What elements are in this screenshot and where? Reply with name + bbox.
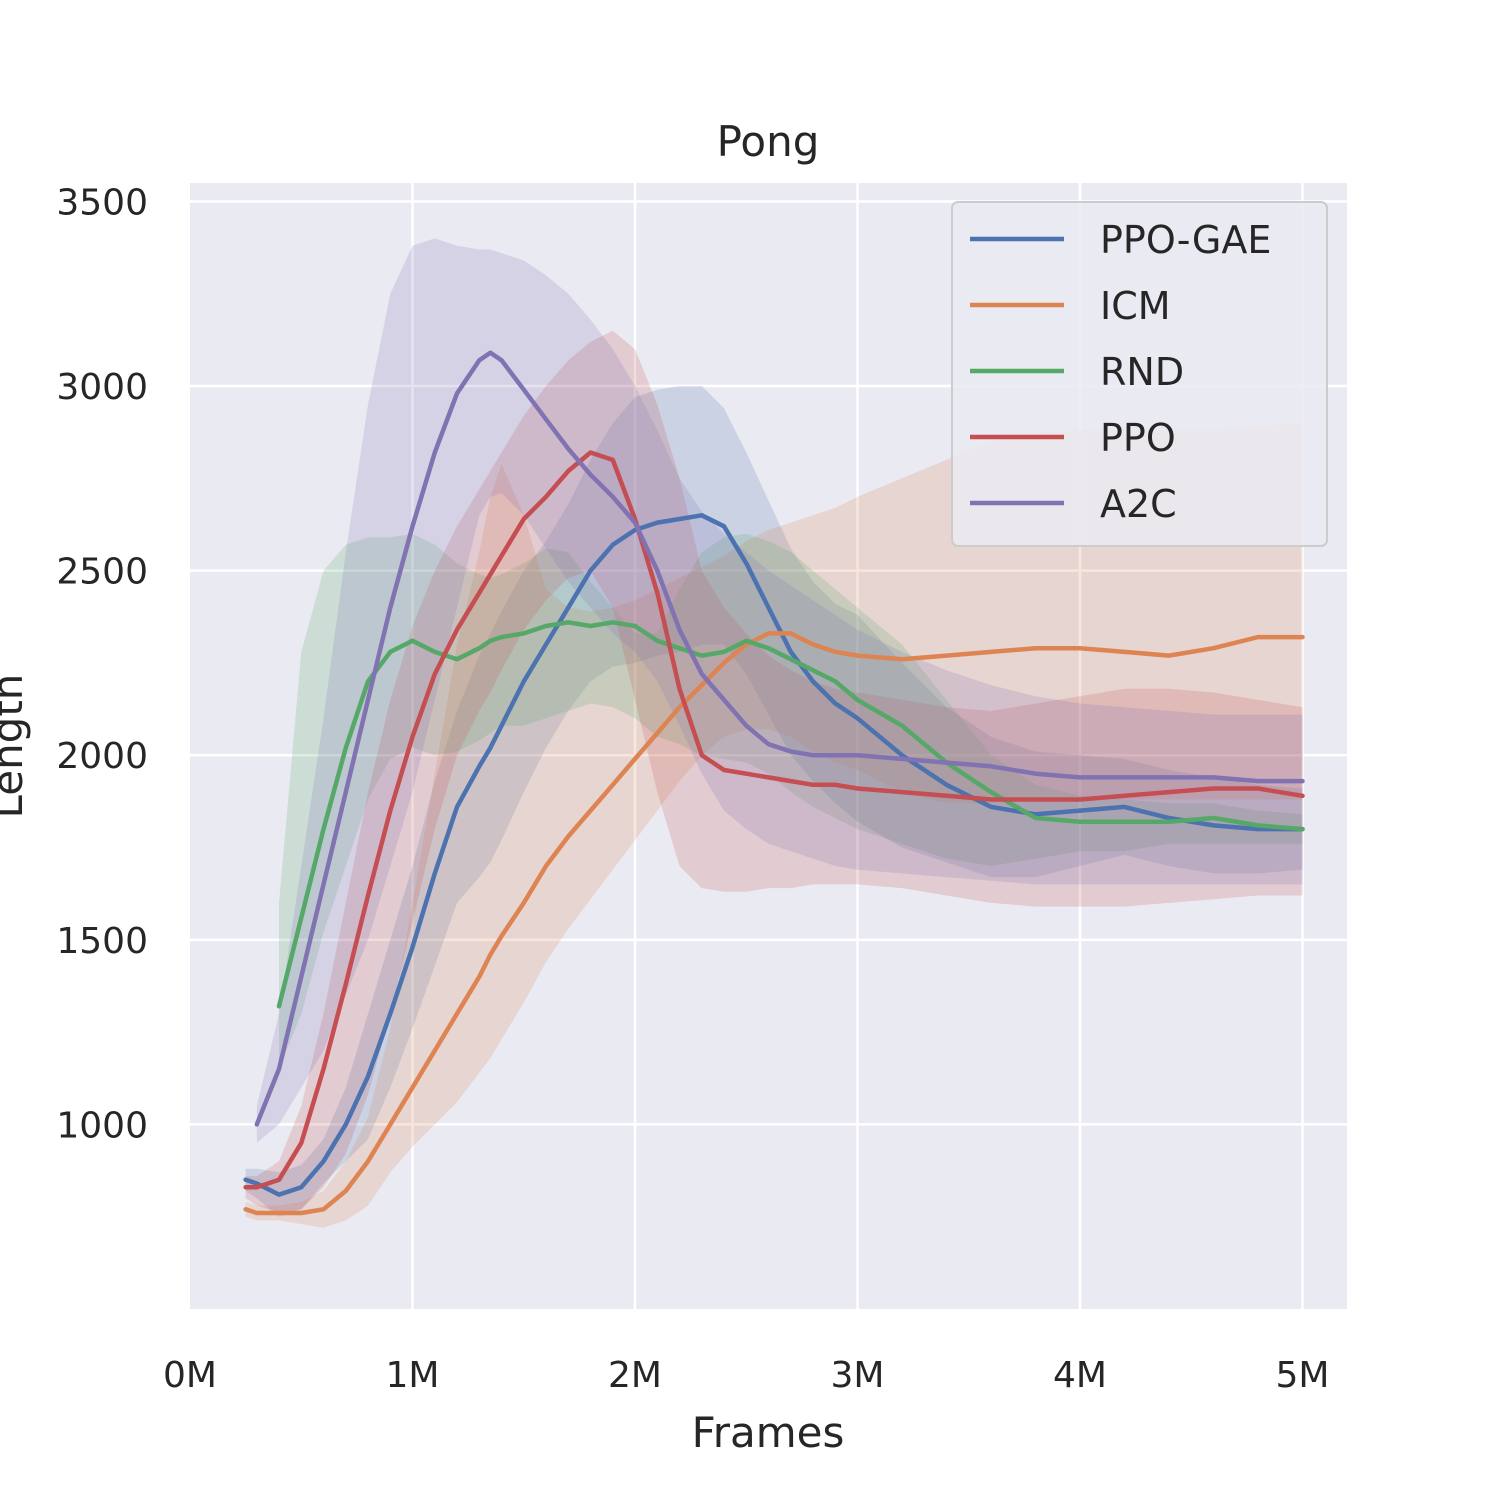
y-tick-label: 3000: [56, 367, 148, 408]
series-lines: [243, 350, 1305, 1216]
y-tick-label: 2000: [56, 736, 148, 777]
x-axis-title: Frames: [692, 1408, 845, 1457]
x-tick-label: 2M: [608, 1355, 662, 1396]
legend-label-ppo: PPO: [1100, 416, 1176, 460]
band-ppo: [245, 330, 1303, 1213]
line-a2c: [254, 350, 1305, 1127]
line-ppo-gae: [243, 513, 1305, 1197]
band-a2c: [256, 238, 1303, 1143]
line-ppo: [243, 450, 1305, 1190]
x-tick-label: 3M: [831, 1355, 885, 1396]
legend-frame: [951, 201, 1328, 547]
band-rnd: [279, 533, 1303, 1069]
confidence-bands: [245, 238, 1303, 1228]
legend-label-icm: ICM: [1100, 284, 1171, 328]
chart-title: Pong: [717, 117, 820, 166]
legend: PPO-GAE ICM RND PPO A2C: [951, 201, 1328, 547]
x-tick-label: 0M: [163, 1355, 217, 1396]
legend-label-a2c: A2C: [1100, 482, 1177, 526]
y-tick-label: 1000: [56, 1105, 148, 1146]
band-icm: [245, 423, 1303, 1228]
x-tick-labels: 0M 1M 2M 3M 4M 5M: [163, 1355, 1329, 1396]
legend-label-rnd: RND: [1100, 350, 1184, 394]
x-tick-label: 4M: [1053, 1355, 1107, 1396]
y-tick-label: 1500: [56, 921, 148, 962]
legend-label-ppo-gae: PPO-GAE: [1100, 218, 1271, 262]
y-tick-label: 3500: [56, 182, 148, 223]
y-tick-label: 2500: [56, 552, 148, 593]
line-icm: [243, 631, 1305, 1216]
y-axis-title: Length: [0, 674, 32, 819]
x-tick-label: 1M: [386, 1355, 440, 1396]
x-tick-label: 5M: [1276, 1355, 1330, 1396]
band-ppo-gae: [245, 386, 1303, 1217]
y-tick-labels: 1000 1500 2000 2500 3000 3500: [56, 182, 148, 1146]
